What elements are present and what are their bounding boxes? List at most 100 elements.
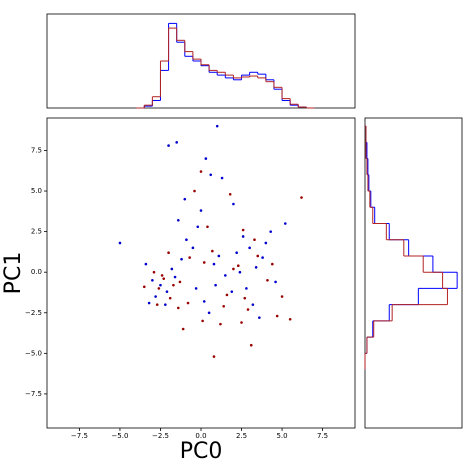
point: [261, 256, 264, 259]
y-tick-label: −2.5: [25, 309, 42, 317]
point: [202, 300, 206, 303]
x-tick-label: 7.5: [317, 432, 328, 440]
point: [249, 343, 253, 347]
point: [232, 202, 235, 206]
point: [157, 287, 161, 290]
point: [214, 283, 217, 287]
y-tick-label: 2.5: [31, 228, 42, 236]
point: [209, 173, 213, 177]
point: [274, 280, 277, 284]
point: [160, 274, 164, 277]
point: [194, 287, 198, 290]
point: [280, 295, 284, 298]
point: [253, 238, 256, 242]
point: [183, 197, 187, 201]
x-tick-label: 2.5: [236, 432, 247, 440]
hist-riser: [143, 23, 307, 108]
point: [162, 277, 166, 280]
point: [254, 266, 258, 269]
point: [173, 275, 177, 279]
point: [275, 314, 279, 318]
hist-riser: [365, 125, 448, 354]
x-tick-label: −5.0: [111, 432, 128, 440]
point: [236, 264, 240, 267]
point: [235, 251, 238, 255]
point: [164, 303, 167, 306]
point: [241, 235, 245, 238]
y-tick-label: −5.0: [25, 349, 42, 357]
main-axes: [46, 117, 356, 429]
point: [167, 144, 170, 147]
point: [211, 249, 214, 253]
point: [159, 283, 162, 287]
point: [238, 270, 242, 274]
point: [266, 279, 269, 282]
hist-riser: [365, 125, 458, 354]
point: [219, 322, 222, 326]
point: [204, 157, 208, 160]
point: [271, 262, 274, 266]
point: [202, 261, 206, 264]
point: [177, 218, 180, 222]
point: [224, 274, 227, 277]
point: [228, 192, 232, 196]
point: [215, 124, 219, 128]
point: [177, 306, 180, 310]
y-axis-label: PC1: [1, 252, 26, 295]
point: [188, 256, 191, 259]
point: [178, 280, 182, 284]
point: [167, 251, 170, 255]
point: [258, 316, 261, 319]
right-axes: [364, 117, 463, 429]
point: [248, 246, 251, 250]
point: [118, 241, 122, 245]
y-tick-label: 0.0: [31, 268, 42, 276]
x-tick-label: −7.5: [71, 432, 88, 440]
point: [240, 321, 243, 324]
point: [207, 311, 211, 315]
point: [300, 196, 303, 199]
point: [191, 246, 195, 250]
point: [245, 287, 248, 290]
x-tick-label: −2.5: [152, 432, 169, 440]
point: [241, 228, 245, 232]
point: [212, 262, 216, 266]
point: [288, 317, 292, 321]
point: [170, 267, 174, 271]
point: [152, 270, 156, 274]
point: [230, 290, 234, 293]
point: [186, 301, 190, 305]
point: [256, 254, 260, 258]
hist-riser: [143, 28, 307, 108]
point: [246, 308, 250, 311]
point: [222, 304, 225, 308]
y-tick-label: 5.0: [31, 187, 42, 195]
point: [206, 225, 209, 229]
point: [225, 293, 229, 297]
point: [243, 296, 247, 300]
point: [193, 189, 196, 193]
point: [201, 319, 204, 323]
point: [283, 222, 287, 225]
point: [212, 355, 216, 358]
point: [154, 295, 157, 298]
point: [165, 290, 169, 293]
x-axis-label: PC0: [180, 439, 223, 464]
point: [155, 303, 159, 306]
point: [147, 301, 151, 305]
x-tick-label: 0.0: [195, 432, 206, 440]
point: [199, 209, 203, 212]
point: [180, 257, 183, 261]
point: [144, 262, 148, 266]
point: [181, 327, 185, 331]
point: [217, 254, 221, 258]
point: [199, 170, 203, 173]
point: [264, 241, 268, 245]
point: [151, 279, 154, 282]
x-tick-label: 5.0: [276, 432, 287, 440]
point: [168, 296, 172, 300]
y-tick-label: −7.5: [25, 390, 42, 398]
point: [251, 303, 255, 306]
point: [175, 141, 178, 144]
